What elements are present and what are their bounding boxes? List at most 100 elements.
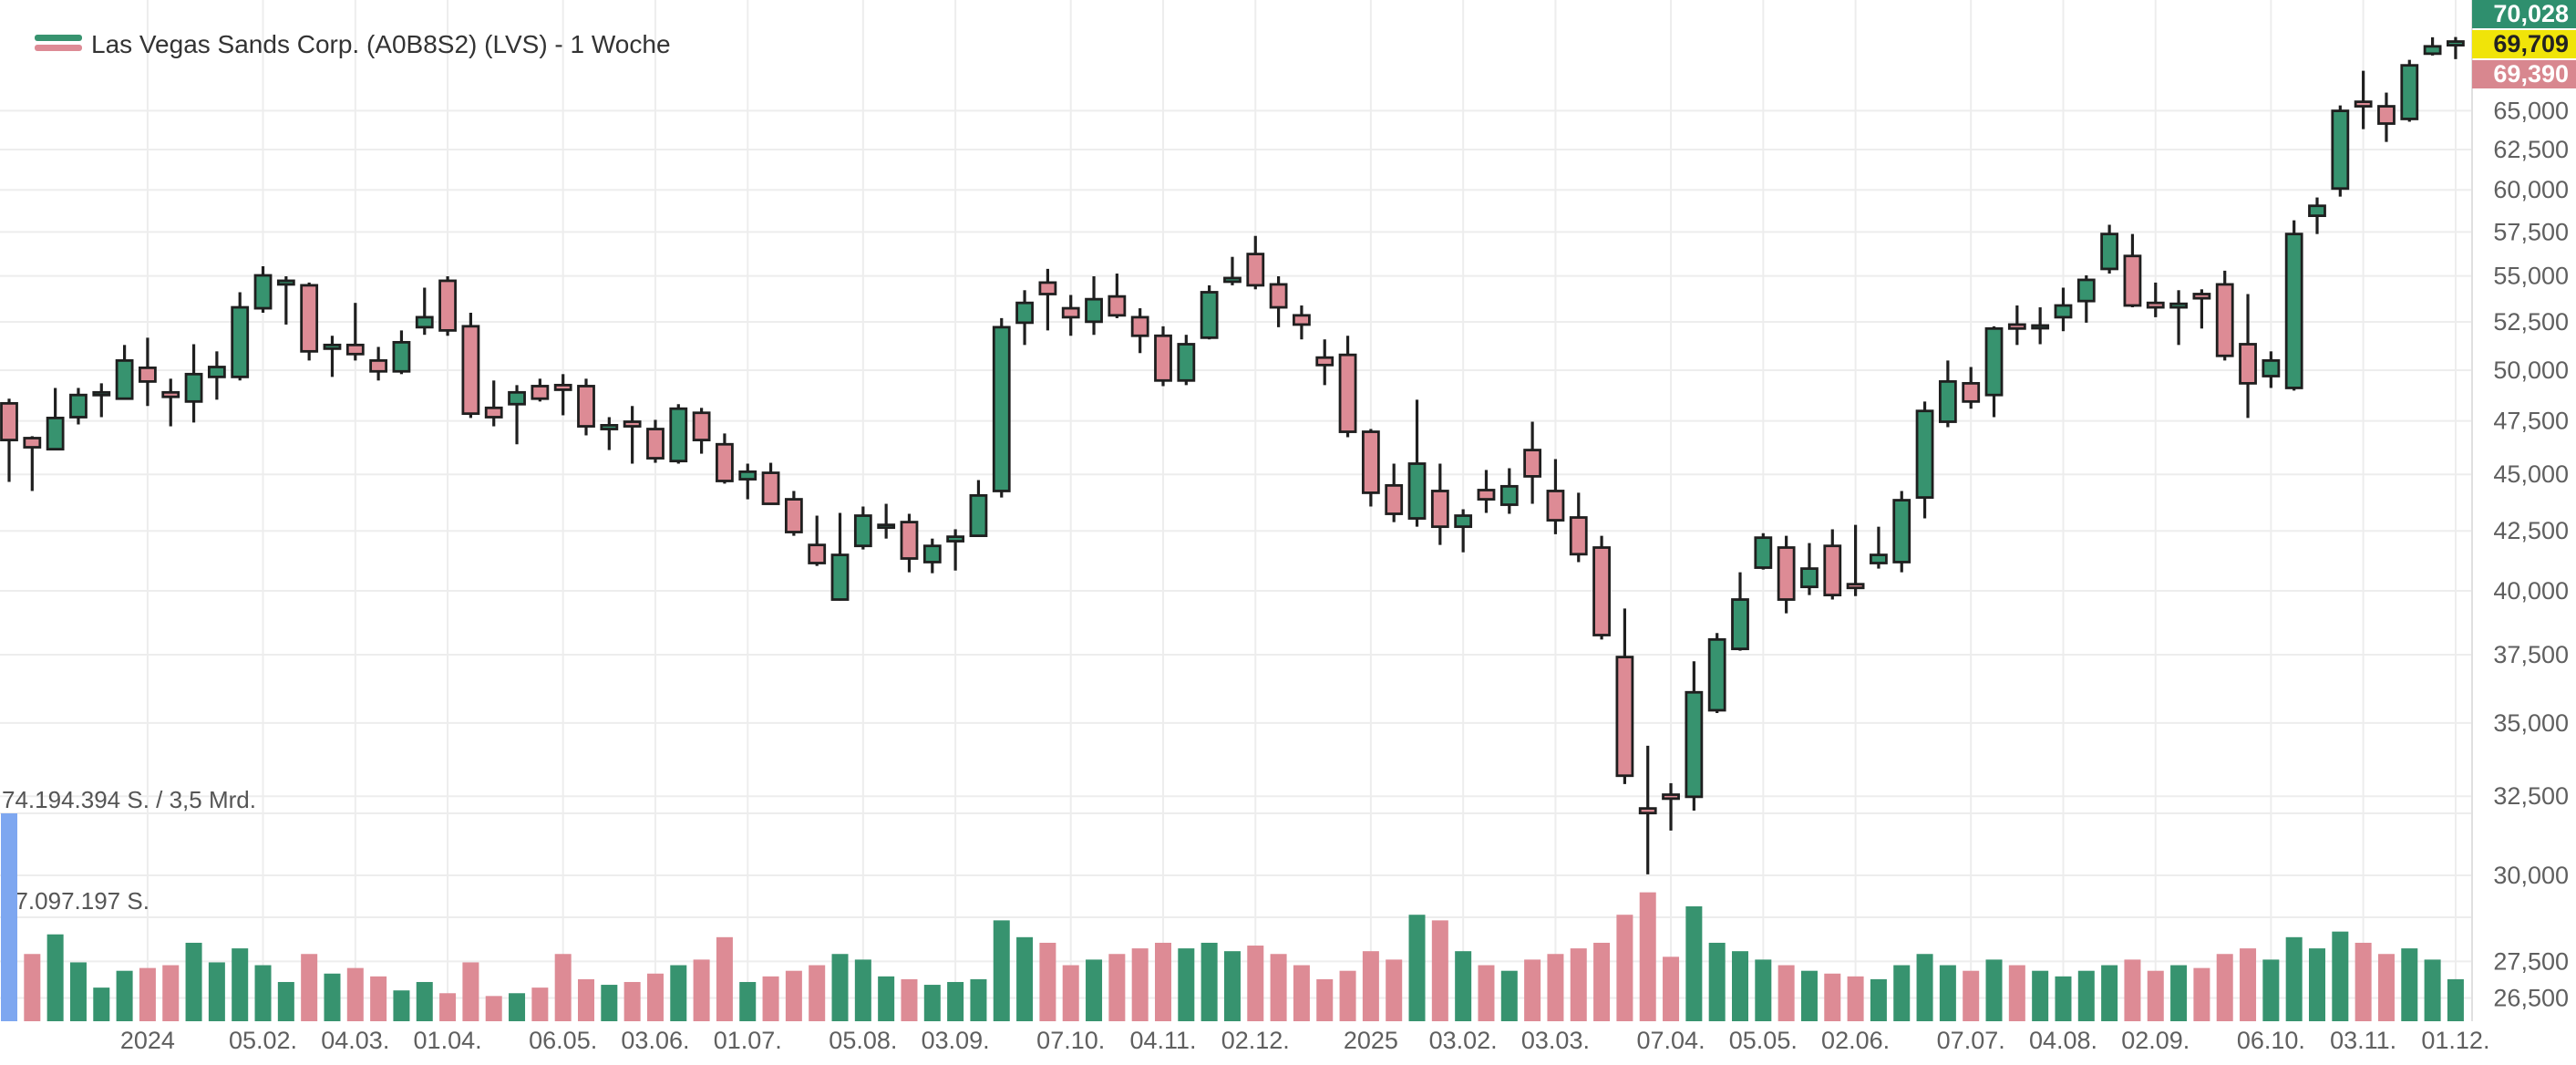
volume-bar[interactable] <box>1777 965 1795 1021</box>
candle[interactable] <box>1870 526 1888 569</box>
volume-bar[interactable] <box>139 967 156 1021</box>
candle[interactable] <box>2239 294 2257 419</box>
candle[interactable] <box>2123 233 2142 308</box>
candle[interactable] <box>369 346 388 381</box>
volume-bar[interactable] <box>416 981 433 1021</box>
candle[interactable] <box>761 462 780 505</box>
volume-bar[interactable] <box>2077 970 2095 1021</box>
candle[interactable] <box>1200 284 1219 340</box>
volume-bar[interactable] <box>2147 970 2164 1021</box>
candle[interactable] <box>345 303 365 361</box>
volume-bar[interactable] <box>1616 915 1633 1021</box>
candle[interactable] <box>1407 399 1427 527</box>
volume-bar[interactable] <box>1247 946 1264 1021</box>
volume-bar[interactable] <box>1847 976 1864 1021</box>
volume-bar[interactable] <box>923 985 941 1021</box>
candle[interactable] <box>531 378 550 402</box>
volume-bar[interactable] <box>1339 970 1356 1021</box>
candle[interactable] <box>716 433 734 484</box>
candle[interactable] <box>2354 70 2373 129</box>
volume-bar[interactable] <box>1755 959 1772 1021</box>
volume-bar[interactable] <box>208 962 225 1021</box>
candle[interactable] <box>2423 36 2442 56</box>
volume-bar[interactable] <box>1386 959 1403 1021</box>
candle[interactable] <box>1823 529 1842 600</box>
volume-bar[interactable] <box>739 981 757 1021</box>
volume-bar[interactable] <box>254 965 272 1021</box>
volume-bar[interactable] <box>1455 951 1472 1021</box>
candle[interactable] <box>1685 661 1704 811</box>
volume-bar[interactable] <box>1524 959 1541 1021</box>
candle[interactable] <box>2215 270 2234 361</box>
candle[interactable] <box>808 515 827 566</box>
volume-bar[interactable] <box>1593 942 1611 1021</box>
volume-bar[interactable] <box>1939 965 1956 1021</box>
volume-bar[interactable] <box>2332 931 2349 1021</box>
candle[interactable] <box>2447 36 2465 59</box>
volume-bar[interactable] <box>1893 965 1911 1021</box>
candle[interactable] <box>323 336 342 377</box>
volume-bar[interactable] <box>1500 970 1518 1021</box>
candle[interactable] <box>553 374 572 416</box>
candle[interactable] <box>1223 256 1242 285</box>
volume-bar[interactable] <box>1570 948 1587 1021</box>
volume-bar[interactable] <box>439 993 457 1021</box>
candle[interactable] <box>253 265 273 313</box>
volume-bar[interactable] <box>2285 936 2303 1021</box>
volume-bar[interactable] <box>1362 951 1379 1021</box>
volume-bar[interactable] <box>1039 942 1056 1021</box>
candle[interactable] <box>92 383 111 418</box>
candle[interactable] <box>738 463 757 500</box>
volume-bar[interactable] <box>1431 920 1448 1021</box>
volume-bar[interactable] <box>531 987 549 1021</box>
candle[interactable] <box>946 529 965 571</box>
volume-bar[interactable] <box>2101 965 2118 1021</box>
candle[interactable] <box>1800 543 1819 595</box>
volume-bar[interactable] <box>1108 954 1126 1021</box>
candle[interactable] <box>415 287 434 336</box>
candle[interactable] <box>438 275 457 336</box>
candle[interactable] <box>46 388 65 451</box>
candle[interactable] <box>2284 220 2303 391</box>
volume-bar[interactable] <box>324 973 341 1021</box>
candle[interactable] <box>2031 307 2050 345</box>
candle[interactable] <box>2054 287 2073 332</box>
volume-bar[interactable] <box>1016 936 1034 1021</box>
candle[interactable] <box>2377 92 2396 142</box>
volume-bar[interactable] <box>670 965 687 1021</box>
candle[interactable] <box>784 491 803 536</box>
volume-bar[interactable] <box>2216 954 2233 1021</box>
candle[interactable] <box>1108 274 1127 318</box>
candle[interactable] <box>992 317 1011 498</box>
candle[interactable] <box>115 345 134 400</box>
candle[interactable] <box>853 506 872 550</box>
candle[interactable] <box>1293 305 1311 340</box>
volume-bar[interactable] <box>1732 951 1748 1021</box>
volume-bar[interactable] <box>1870 978 1887 1021</box>
volume-bar[interactable] <box>1270 954 1287 1021</box>
candle[interactable] <box>1777 535 1796 614</box>
candle[interactable] <box>2146 282 2165 317</box>
volume-bar[interactable] <box>1316 978 1334 1021</box>
volume-bar[interactable] <box>716 936 733 1021</box>
candle[interactable] <box>969 480 988 538</box>
volume-bar[interactable] <box>2008 965 2025 1021</box>
volume-bar[interactable] <box>1824 973 1841 1021</box>
volume-bar[interactable] <box>1547 954 1564 1021</box>
volume-bar[interactable] <box>878 976 895 1021</box>
volume-bar[interactable] <box>116 970 133 1021</box>
candle[interactable] <box>1015 290 1034 346</box>
volume-bar[interactable] <box>301 954 318 1021</box>
candle[interactable] <box>161 378 180 427</box>
volume-bar[interactable] <box>762 976 779 1021</box>
volume-bar[interactable] <box>854 959 871 1021</box>
volume-bar[interactable] <box>623 981 641 1021</box>
candle[interactable] <box>1984 326 2004 418</box>
volume-bar[interactable] <box>2032 970 2049 1021</box>
volume-bar[interactable] <box>46 934 64 1021</box>
volume-bar[interactable] <box>809 965 826 1021</box>
volume-bar[interactable] <box>901 978 918 1021</box>
candle[interactable] <box>877 503 896 539</box>
candle[interactable] <box>300 282 319 361</box>
